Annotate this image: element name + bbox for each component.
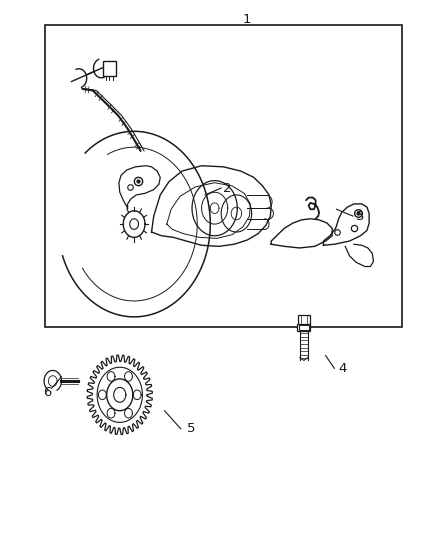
Text: 2: 2 <box>223 182 232 195</box>
Bar <box>102 61 116 76</box>
Bar <box>298 316 310 324</box>
Bar <box>45 25 402 327</box>
Text: 4: 4 <box>339 362 347 375</box>
Bar <box>297 324 311 331</box>
Text: 1: 1 <box>243 13 251 27</box>
Text: 5: 5 <box>187 422 195 435</box>
Bar <box>299 325 309 330</box>
Text: 3: 3 <box>356 209 365 223</box>
Text: 6: 6 <box>43 386 51 399</box>
